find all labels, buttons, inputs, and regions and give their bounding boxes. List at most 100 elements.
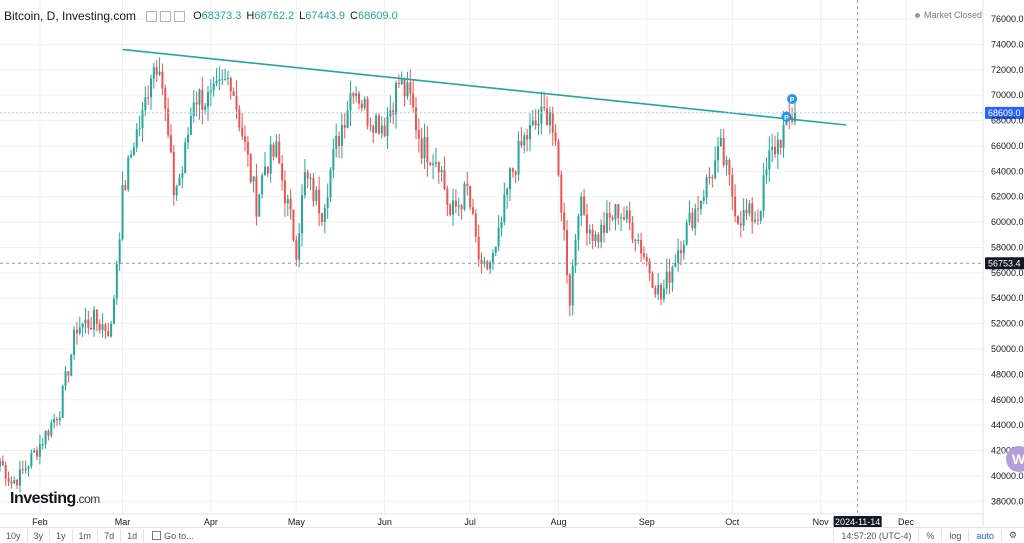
candle-body [517, 141, 520, 175]
candle-body [509, 168, 512, 190]
candle-body [209, 90, 212, 93]
candle-body [511, 168, 514, 172]
candle-body [412, 93, 415, 108]
candle-body [132, 147, 135, 155]
candle-body [161, 71, 164, 89]
y-axis: 38000.0 40000.0 42000.0 44000.0 46000.0 48000… [982, 0, 1024, 526]
x-tick-label: Oct [725, 517, 740, 527]
candle-body [118, 239, 121, 264]
candle-body [175, 185, 178, 196]
x-tick-label: Feb [32, 517, 48, 527]
candle-body [206, 92, 209, 107]
candle-body [480, 259, 483, 264]
candle-body [70, 354, 73, 376]
y-tick-label: 76000.0 [991, 14, 1024, 24]
candle-body [486, 261, 489, 269]
auto-scale-button[interactable]: auto [968, 529, 1001, 542]
candle-body [722, 137, 725, 166]
candle-body [112, 298, 115, 324]
candle-body [622, 217, 625, 220]
goto-button[interactable]: Go to... [144, 531, 202, 541]
candle-body [360, 103, 363, 108]
candle-body [403, 79, 406, 97]
y-tick-label: 58000.0 [991, 242, 1024, 252]
range-10y-button[interactable]: 10y [0, 529, 28, 542]
candle-body [383, 125, 386, 137]
settings-gear-icon[interactable]: ⚙ [1000, 529, 1024, 542]
candle-body [323, 208, 326, 222]
candle-body [748, 203, 751, 214]
range-1y-button[interactable]: 1y [50, 529, 73, 542]
candle-body [198, 89, 201, 105]
candle-body [449, 204, 452, 215]
candle-body [423, 136, 426, 159]
candle-body [78, 327, 81, 334]
candle-body [677, 250, 680, 263]
candle-body [7, 478, 10, 482]
settings-icon[interactable] [160, 10, 172, 22]
candle-body [697, 208, 700, 210]
range-3y-button[interactable]: 3y [28, 529, 51, 542]
candle-body [84, 319, 87, 324]
y-tick-label: 60000.0 [991, 217, 1024, 227]
candle-body [340, 124, 343, 146]
candle-body [434, 162, 437, 164]
percent-scale-button[interactable]: % [918, 529, 941, 542]
y-tick-label: 40000.0 [991, 471, 1024, 481]
candle-body [452, 200, 455, 215]
candle-body [47, 430, 50, 436]
candle-body [121, 184, 124, 240]
close-icon[interactable] [174, 10, 186, 22]
candle-body [343, 124, 346, 128]
range-1d-button[interactable]: 1d [121, 529, 145, 542]
candle-body [779, 139, 782, 148]
candle-body [557, 141, 560, 175]
candle-body [158, 71, 161, 75]
candle-body [759, 210, 762, 221]
y-tick-label: 48000.0 [991, 369, 1024, 379]
candle-body [320, 213, 323, 222]
header-icons[interactable] [146, 10, 186, 22]
hide-icon[interactable] [146, 10, 158, 22]
candle-body [73, 329, 76, 355]
range-7d-button[interactable]: 7d [98, 529, 122, 542]
pattern-marker-icon [781, 111, 792, 122]
candle-body [774, 147, 777, 155]
candle-body [717, 146, 720, 161]
candle-body [694, 208, 697, 229]
candle-body [702, 197, 705, 201]
candle-body [38, 444, 41, 457]
candle-body [654, 287, 657, 295]
bottom-toolbar: 10y 3y 1y 1m 7d 1d Go to... 14:57:20 (UT… [0, 527, 1024, 543]
range-1m-button[interactable]: 1m [73, 529, 99, 542]
candle-body [155, 67, 158, 75]
log-scale-button[interactable]: log [941, 529, 968, 542]
x-tick-label: Mar [115, 517, 131, 527]
market-status-label: Market Closed [923, 10, 982, 20]
logo-brand: Investing [10, 490, 76, 507]
candle-body [130, 154, 133, 158]
candle-body [429, 162, 432, 165]
y-tick-label: 54000.0 [991, 293, 1024, 303]
candle-body [366, 98, 369, 126]
ohlc-open: O68373.3 [193, 10, 242, 22]
y-tick-label: 38000.0 [991, 496, 1024, 506]
w-badge[interactable]: W [1006, 446, 1024, 472]
candle-body [192, 102, 195, 117]
candle-body [463, 183, 466, 210]
market-status: Market Closed [914, 10, 982, 20]
candle-body [372, 126, 375, 133]
candle-body [258, 194, 261, 217]
candle-body [53, 419, 56, 423]
candle-body [172, 151, 175, 196]
clock-time[interactable]: 14:57:20 (UTC-4) [833, 529, 918, 542]
x-tick-label: Dec [898, 517, 915, 527]
y-tick-label: 46000.0 [991, 395, 1024, 405]
candle-body [81, 323, 84, 328]
investing-logo: Investing.com [10, 490, 100, 508]
candle-body [178, 177, 181, 186]
candle-body [742, 209, 745, 226]
calendar-icon [152, 531, 162, 540]
candle-body [500, 222, 503, 228]
